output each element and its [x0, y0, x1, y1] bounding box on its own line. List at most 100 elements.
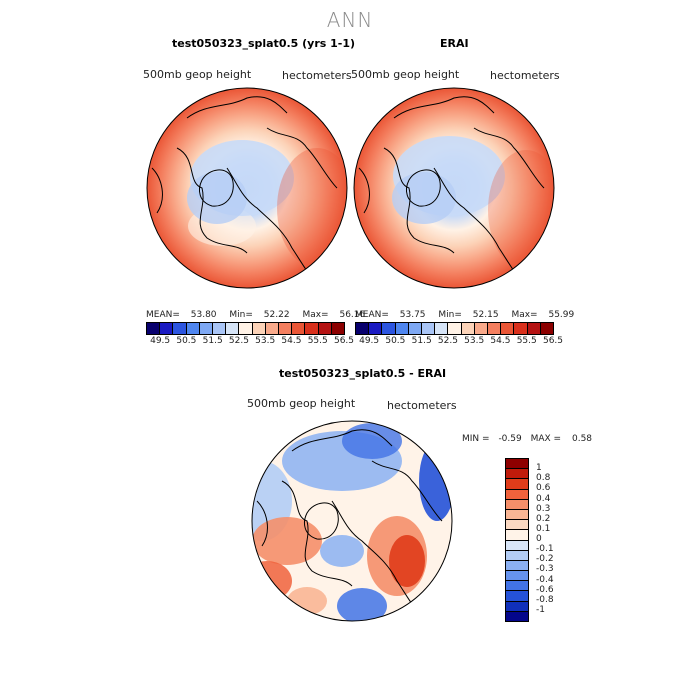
panel2-colorbar-swatch	[448, 323, 462, 334]
panel2-colorbar-swatch	[382, 323, 396, 334]
panel1-mean-value: 53.80	[190, 310, 217, 320]
panel1-colorbar-swatch	[226, 323, 240, 334]
panel1-colorbar-swatch	[279, 323, 293, 334]
panel2-colorbar-tick-label: 49.5	[359, 336, 380, 346]
panel3-colorbar-swatch	[506, 459, 528, 470]
panel3-colorbar-swatch	[506, 489, 528, 500]
panel1-colorbar-swatch	[199, 323, 214, 334]
panel2-colorbar-tick-label: 50.5	[385, 336, 406, 346]
panel1-variable-label: 500mb geop height	[143, 68, 252, 81]
panel2-polar-map	[353, 87, 555, 289]
panel3-colorbar-swatch	[506, 601, 528, 612]
panel3-colorbar-swatch	[506, 550, 528, 561]
panel3-colorbar-swatch	[506, 509, 528, 521]
panel1-colorbar-swatch	[239, 323, 253, 334]
panel3-colorbar-tick-label: -0.1	[536, 544, 554, 555]
panel3-colorbar-swatch	[506, 571, 528, 582]
panel1-colorbar-swatch	[318, 323, 332, 334]
panel1-colorbar-swatch	[252, 323, 266, 334]
panel3-colorbar-swatch	[506, 469, 528, 480]
panel1-colorbar-swatch	[265, 323, 280, 334]
panel1-colorbar-tick-label: 56.5	[333, 336, 355, 346]
panel3-colorbar-tick-label: -0.2	[536, 554, 554, 565]
panel1-units-label: hectometers	[282, 69, 352, 82]
panel1-colorbar-swatch	[331, 323, 345, 334]
panel3-max-value: 0.58	[571, 434, 593, 444]
panel3-colorbar-tick-label: 0	[536, 534, 542, 544]
panel3-colorbar-tick-label: 0.3	[536, 503, 551, 514]
panel1-colorbar-tick-label: 52.5	[228, 336, 249, 346]
panel2-colorbar-swatch	[540, 323, 554, 334]
panel3-colorbar-swatch	[506, 591, 528, 602]
panel3-colorbar-swatch	[506, 540, 528, 551]
panel2-colorbar-tick-label: 53.5	[464, 336, 485, 346]
panel1-max-label: Max=	[302, 310, 329, 320]
panel3-colorbar-swatch	[506, 520, 528, 531]
panel2-colorbar-swatch	[514, 323, 528, 334]
panel2-colorbar-swatch	[461, 323, 475, 334]
panel2-colorbar-swatch	[488, 323, 502, 334]
panel3-min-label: MIN =	[462, 434, 490, 444]
panel3-colorbar-swatch	[506, 530, 528, 541]
panel1-colorbar-tick-label: 53.5	[255, 336, 276, 346]
panel1-min-label: Min=	[229, 310, 253, 320]
panel3-colorbar-tick-label: 0.8	[536, 473, 551, 484]
panel2-colorbar-tick-label: 51.5	[411, 336, 432, 346]
panel3-colorbar-swatch	[506, 479, 528, 490]
panel3-colorbar-tick-label: -0.6	[536, 584, 554, 595]
panel1-colorbar-tick-label: 54.5	[281, 336, 302, 346]
panel3-colorbar-swatches	[505, 458, 529, 622]
panel3-variable-label: 500mb geop height	[247, 397, 356, 410]
panel3-min-value: -0.59	[498, 434, 522, 444]
panel2-colorbar-tick-label: 54.5	[490, 336, 511, 346]
figure-title: ANN	[326, 8, 374, 32]
panel3-colorbar-swatch	[506, 560, 528, 572]
panel1-colorbar-tick-label: 49.5	[150, 336, 171, 346]
panel1-polar-map	[146, 87, 348, 289]
panel2-stats: MEAN= 53.75 Min= 52.15 Max= 55.99	[355, 310, 574, 320]
panel3-units-label: hectometers	[387, 399, 457, 412]
panel3-colorbar-tick-label: 1	[536, 463, 542, 474]
panel1-colorbar-tick-label: 51.5	[202, 336, 223, 346]
panel2-colorbar-swatch	[474, 323, 489, 334]
panel2-colorbar-swatch	[408, 323, 423, 334]
panel3-max-label: MAX =	[530, 434, 562, 444]
panel1-colorbar-swatch	[186, 323, 200, 334]
panel1-colorbar-swatch	[147, 323, 161, 334]
panel1-colorbar-swatch	[305, 323, 319, 334]
panel3-colorbar-tick-label: 0.6	[536, 483, 551, 494]
panel2-max-label: Max=	[511, 310, 538, 320]
panel3-colorbar-tick-label: 0.1	[536, 523, 551, 534]
panel2-colorbar-swatch	[395, 323, 409, 334]
panel3-colorbar-tick-label: -0.4	[536, 574, 554, 585]
panel2-variable-label: 500mb geop height	[351, 68, 460, 81]
panel2-units-label: hectometers	[490, 69, 560, 82]
panel3-title: test050323_splat0.5 - ERAI	[279, 367, 447, 380]
panel3-colorbar-swatch	[506, 611, 528, 621]
panel2-colorbar-swatch	[369, 323, 383, 334]
panel2-mean-value: 53.75	[399, 310, 426, 320]
panel2-max-value: 55.99	[548, 310, 575, 320]
panel2-colorbar-tick-label: 55.5	[516, 336, 537, 346]
panel3-colorbar-tick-label: -0.3	[536, 564, 554, 575]
panel2-colorbar-swatch	[527, 323, 541, 334]
panel1-colorbar-swatch	[173, 323, 187, 334]
panel2-colorbar-swatch	[435, 323, 449, 334]
panel2-colorbar: 49.5 50.5 51.5 52.5 53.5 54.5 55.5 56.5	[355, 322, 563, 352]
panel3-colorbar-swatch	[506, 499, 528, 510]
panel2-min-label: Min=	[438, 310, 462, 320]
panel3-colorbar-tick-label: 0.4	[536, 493, 551, 504]
panel2-min-value: 52.15	[472, 310, 499, 320]
panel1-mean-label: MEAN=	[146, 310, 180, 320]
panel2-colorbar-swatch	[356, 323, 370, 334]
panel2-colorbar-swatch	[501, 323, 515, 334]
panel2-colorbar-swatch	[422, 323, 436, 334]
panel3-colorbar-tick-label: 0.2	[536, 513, 551, 524]
panel3-colorbar-swatch	[506, 581, 528, 592]
panel2-colorbar-tick-label: 56.5	[542, 336, 564, 346]
panel1-title: test050323_splat0.5 (yrs 1-1)	[172, 37, 356, 50]
panel2-mean-label: MEAN=	[355, 310, 389, 320]
panel2-colorbar-tick-label: 52.5	[437, 336, 458, 346]
panel1-stats: MEAN= 53.80 Min= 52.22 Max= 56.16	[146, 310, 365, 320]
panel1-colorbar-swatch	[213, 323, 227, 334]
